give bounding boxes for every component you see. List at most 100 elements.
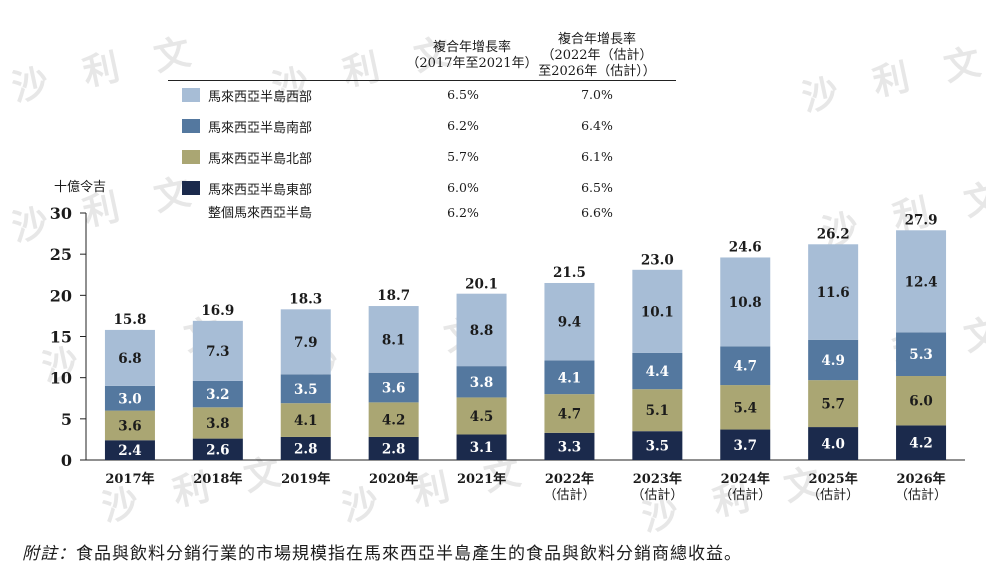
y-tick-label: 5 [61,410,72,429]
bar-segment [280,436,331,460]
legend-cagr2-north: 6.1% [581,149,613,164]
bar-segment-value: 4.0 [821,437,845,453]
bar-segment-value: 5.7 [821,397,845,413]
bar-segment-value: 12.4 [905,274,938,290]
bar-segment [720,257,771,347]
bar-segment [280,309,331,375]
bar-total-label: 16.9 [201,303,234,319]
x-category-label: （估計） [895,487,947,503]
legend-cagr1-south: 6.2% [447,118,479,133]
bar-segment-value: 4.7 [558,406,582,422]
legend-col1-header-line1: 複合年增長率 [432,40,511,55]
legend-label-south: 馬來西亞半島南部 [208,121,313,136]
bar-segment-value: 5.1 [646,403,670,419]
bar-segment [368,402,419,437]
legend-label-east: 馬來西亞半島東部 [208,183,313,198]
x-category-label: （估計） [719,487,771,503]
x-category-label: 2024年 [721,471,770,487]
footnote: 附註：食品與飲料分銷行業的市場規模指在馬來西亞半島產生的食品與飲料分銷商總收益。 [22,539,742,564]
bar-segment [632,389,683,432]
y-axis-unit-label: 十億令吉 [54,180,107,195]
bar-segment-value: 3.8 [470,375,494,391]
bar-segment [456,293,507,367]
bar-segment [368,306,419,373]
legend-header-rule [168,80,676,81]
bar-segment-value: 3.5 [294,382,318,398]
y-tick-label: 20 [50,286,72,305]
legend-swatch-south [182,119,200,133]
bar-segment [544,432,595,460]
bar-segment [544,360,595,395]
x-category-label: 2021年 [457,471,506,487]
bar-total-label: 15.8 [114,312,147,328]
x-category-label: 2018年 [193,471,242,487]
bar-segment-value: 3.5 [646,439,670,455]
bar-segment-value: 10.8 [729,295,762,311]
bar-segment [456,397,507,435]
bar-segment-value: 7.9 [294,335,318,351]
bar-segment [544,282,595,361]
bar-total-label: 26.2 [817,226,850,242]
bar-segment-value: 3.0 [118,391,142,407]
bar-segment-value: 11.6 [817,285,850,301]
bar-segment-value: 3.8 [206,416,230,432]
bar-segment-value: 5.4 [734,400,758,416]
bar-segment [280,374,331,404]
bar-segment [896,230,947,333]
bar-segment-value: 4.2 [382,413,406,429]
x-category-label: （估計） [631,487,683,503]
legend-label-west: 馬來西亞半島西部 [208,90,313,105]
legend-col2-header-line2: （2022年（估計） [541,48,653,63]
legend-swatch-west [182,88,200,102]
bar-segment-value: 2.8 [294,441,318,457]
legend-cagr2-east: 6.5% [581,180,613,195]
x-category-label: 2025年 [809,471,858,487]
x-category-label: 2023年 [633,471,682,487]
bar-segment [368,372,419,403]
legend-label-north: 馬來西亞半島北部 [208,152,313,167]
footnote-text: 食品與飲料分銷行業的市場規模指在馬來西亞半島產生的食品與飲料分銷商總收益。 [76,544,742,564]
bar-segment-value: 4.1 [558,370,582,386]
y-tick-label: 10 [50,369,72,388]
bar-segment [104,385,155,411]
bar-segment-value: 3.1 [470,440,494,456]
bar-segment-value: 4.2 [909,436,933,452]
bar-segment [720,346,771,386]
bar-segment-value: 4.7 [734,359,758,375]
y-tick-label: 30 [50,204,72,223]
bar-segment [280,403,331,437]
x-category-label: 2020年 [369,471,418,487]
bar-segment [368,436,419,460]
bar-segment [456,434,507,460]
legend-col2-header: 複合年增長率 （2022年（估計） 至2026年（估計）） [522,32,672,80]
bar-segment-value: 6.0 [909,394,933,410]
bar-total-label: 18.7 [377,288,410,304]
bar-segment [544,394,595,433]
bar-segment-value: 3.7 [734,438,758,454]
bar-segment-value: 4.1 [294,413,318,429]
bar-total-label: 21.5 [553,265,586,281]
legend-col2-header-line3: 至2026年（估計）） [538,64,656,79]
legend-label-total: 整個馬來西亞半島 [208,206,313,221]
legend-cagr2-south: 6.4% [581,118,613,133]
legend-col1-header: 複合年增長率 （2017年至2021年） [397,40,547,72]
bar-segment [456,366,507,398]
bar-segment-value: 8.8 [470,323,494,339]
legend-cagr1-east: 6.0% [447,180,479,195]
bar-segment-value: 9.4 [558,315,582,331]
bar-segment-value: 4.4 [646,364,670,380]
bar-segment [632,352,683,390]
bar-segment [896,376,947,426]
legend-swatch-east [182,181,200,195]
bar-segment [192,320,243,381]
bar-segment-value: 10.1 [641,304,674,320]
y-tick-label: 25 [50,245,72,264]
legend-col1-header-line2: （2017年至2021年） [406,56,538,71]
legend-col2-header-line1: 複合年增長率 [557,32,636,47]
x-category-label: 2022年 [545,471,594,487]
bar-segment-value: 2.8 [382,441,406,457]
bar-segment [192,438,243,460]
bar-total-label: 18.3 [289,291,322,307]
bar-total-label: 20.1 [465,277,498,293]
